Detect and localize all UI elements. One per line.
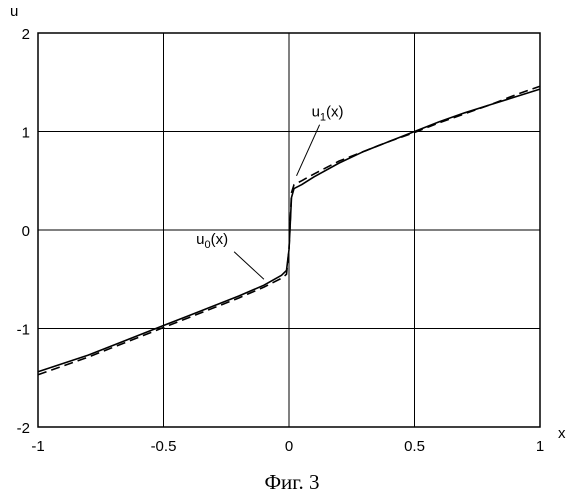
y-tick-label: 0 <box>22 223 30 240</box>
y-tick-label: -1 <box>17 322 30 339</box>
y-tick-label: 2 <box>22 26 30 43</box>
y-tick-label: -2 <box>17 420 30 437</box>
y-tick-label: 1 <box>22 125 30 142</box>
x-tick-label: 0 <box>285 438 293 455</box>
x-tick-label: -0.5 <box>151 438 177 455</box>
x-tick-label: 1 <box>536 438 544 455</box>
x-tick-label: 0.5 <box>404 438 425 455</box>
x-tick-label: -1 <box>31 438 44 455</box>
y-axis-label: u <box>10 3 18 20</box>
series-annotation-label: u0(x) <box>196 231 228 251</box>
x-axis-label: x <box>558 425 566 442</box>
figure-caption: Фиг. 3 <box>264 470 319 494</box>
series-annotation-label: u1(x) <box>312 104 344 124</box>
